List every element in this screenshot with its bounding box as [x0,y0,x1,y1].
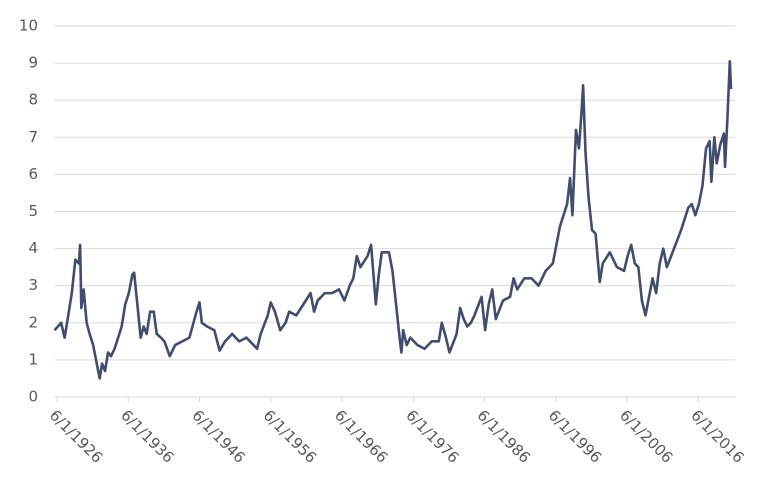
x-tick-label: 6/1/2006 [616,406,676,466]
y-tick-label: 8 [28,91,38,109]
x-tick-label: 6/1/1926 [46,406,106,466]
y-tick-label: 2 [28,313,38,331]
line-series [53,59,733,380]
y-tick-label: 9 [28,54,38,72]
y-tick-label: 7 [28,128,38,146]
x-tick-label: 6/1/1936 [117,406,177,466]
y-tick-label: 0 [28,388,38,406]
y-tick-label: 5 [28,202,38,220]
x-tick-label: 6/1/1986 [474,406,534,466]
x-tick-label: 6/1/1996 [545,406,605,466]
x-tick-label: 6/1/1976 [402,406,462,466]
y-tick-label: 10 [19,17,38,35]
y-tick-label: 1 [28,350,38,368]
x-tick-label: 6/1/1946 [188,406,248,466]
y-tick-label: 4 [28,239,38,257]
y-tick-label: 3 [28,276,38,294]
x-tick-label: 6/1/2016 [687,406,747,466]
x-tick-label: 6/1/1956 [260,406,320,466]
y-tick-label: 6 [28,165,38,183]
x-tick-label: 6/1/1966 [331,406,391,466]
